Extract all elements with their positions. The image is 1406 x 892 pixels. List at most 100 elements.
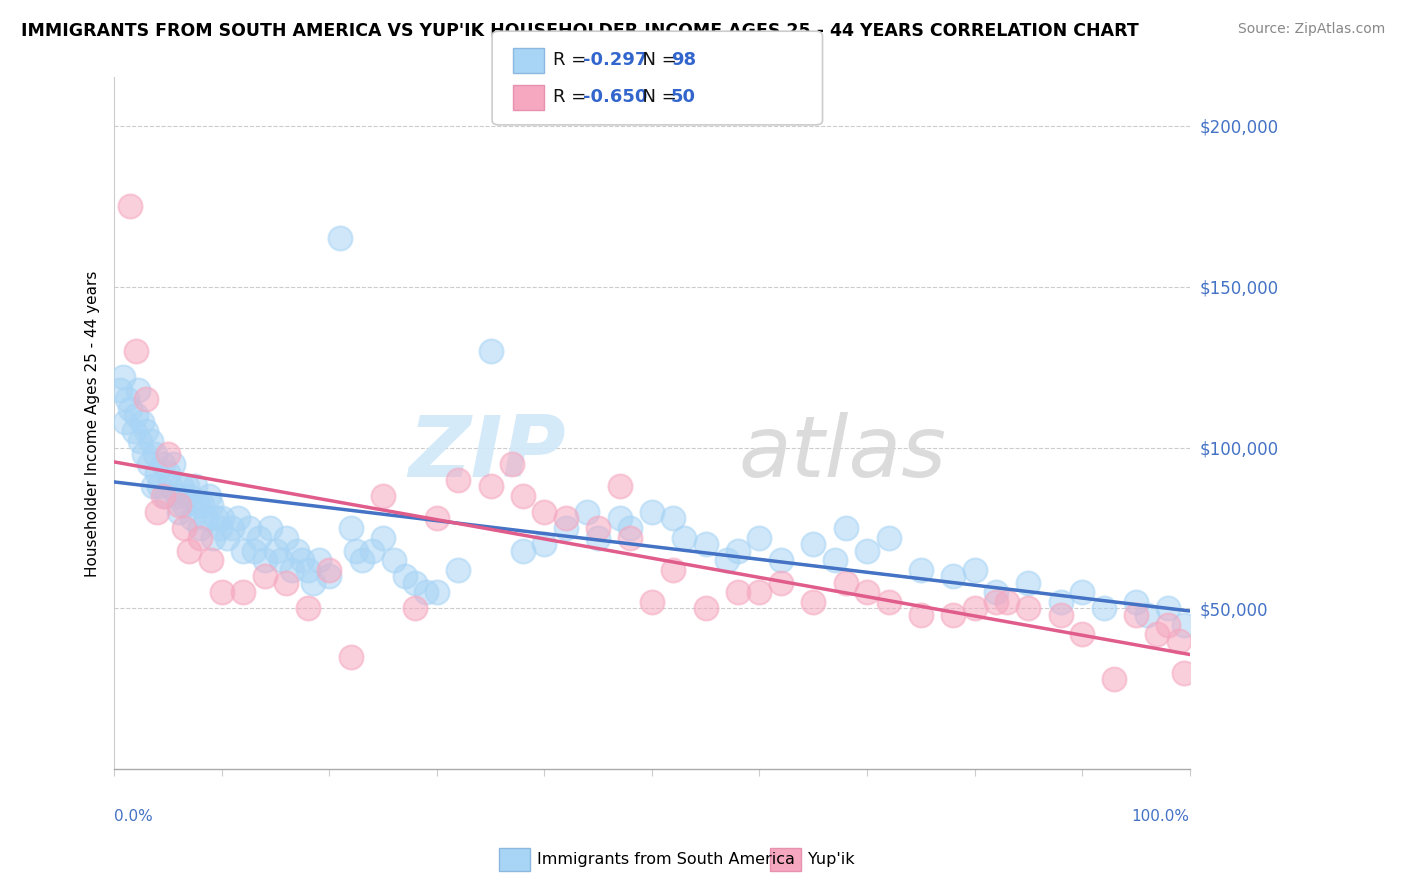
- Point: [232, 585, 254, 599]
- Point: [191, 499, 214, 513]
- Text: Immigrants from South America: Immigrants from South America: [537, 853, 794, 867]
- Point: [748, 531, 770, 545]
- Point: [619, 531, 641, 545]
- Point: [120, 199, 142, 213]
- Point: [426, 585, 449, 599]
- Point: [834, 575, 856, 590]
- Point: [1157, 617, 1180, 632]
- Point: [291, 553, 314, 567]
- Point: [162, 457, 184, 471]
- Point: [221, 521, 243, 535]
- Point: [415, 585, 437, 599]
- Point: [394, 569, 416, 583]
- Point: [138, 457, 160, 471]
- Text: R =: R =: [553, 51, 592, 69]
- Point: [166, 489, 188, 503]
- Point: [512, 543, 534, 558]
- Point: [127, 383, 149, 397]
- Point: [404, 575, 426, 590]
- Point: [188, 531, 211, 545]
- Point: [1017, 601, 1039, 615]
- Point: [554, 511, 576, 525]
- Point: [276, 531, 298, 545]
- Point: [264, 543, 287, 558]
- Point: [253, 569, 276, 583]
- Point: [1049, 595, 1071, 609]
- Point: [143, 447, 166, 461]
- Point: [111, 369, 134, 384]
- Point: [801, 595, 824, 609]
- Point: [576, 505, 599, 519]
- Point: [297, 563, 319, 577]
- Point: [769, 553, 792, 567]
- Point: [554, 521, 576, 535]
- Text: R =: R =: [553, 88, 592, 106]
- Point: [361, 543, 384, 558]
- Point: [156, 467, 179, 481]
- Point: [270, 553, 292, 567]
- Point: [179, 543, 201, 558]
- Point: [318, 569, 340, 583]
- Point: [125, 409, 148, 423]
- Point: [801, 537, 824, 551]
- Point: [208, 521, 231, 535]
- Point: [134, 447, 156, 461]
- Point: [984, 595, 1007, 609]
- Point: [202, 531, 225, 545]
- Text: -0.297: -0.297: [583, 51, 648, 69]
- Point: [1092, 601, 1115, 615]
- Text: 100.0%: 100.0%: [1132, 809, 1189, 824]
- Point: [963, 563, 986, 577]
- Point: [371, 531, 394, 545]
- Point: [247, 531, 270, 545]
- Point: [662, 511, 685, 525]
- Point: [114, 415, 136, 429]
- Point: [176, 479, 198, 493]
- Point: [609, 479, 631, 493]
- Point: [533, 505, 555, 519]
- Point: [641, 505, 664, 519]
- Point: [211, 585, 233, 599]
- Point: [318, 563, 340, 577]
- Point: [259, 521, 281, 535]
- Point: [308, 553, 330, 567]
- Text: IMMIGRANTS FROM SOUTH AMERICA VS YUP'IK HOUSEHOLDER INCOME AGES 25 - 44 YEARS CO: IMMIGRANTS FROM SOUTH AMERICA VS YUP'IK …: [21, 22, 1139, 40]
- Point: [131, 415, 153, 429]
- Text: 98: 98: [671, 51, 696, 69]
- Point: [285, 543, 308, 558]
- Point: [170, 479, 193, 493]
- Point: [426, 511, 449, 525]
- Point: [211, 511, 233, 525]
- Point: [769, 575, 792, 590]
- Point: [329, 231, 352, 245]
- Point: [339, 649, 361, 664]
- Point: [609, 511, 631, 525]
- Point: [586, 531, 609, 545]
- Point: [243, 543, 266, 558]
- Point: [205, 511, 228, 525]
- Point: [877, 595, 900, 609]
- Point: [146, 505, 169, 519]
- Text: 0.0%: 0.0%: [114, 809, 153, 824]
- Point: [695, 537, 717, 551]
- Point: [695, 601, 717, 615]
- Point: [856, 585, 879, 599]
- Point: [963, 601, 986, 615]
- Point: [1017, 575, 1039, 590]
- Point: [910, 563, 932, 577]
- Point: [716, 553, 738, 567]
- Point: [156, 447, 179, 461]
- Point: [148, 479, 170, 493]
- Point: [673, 531, 696, 545]
- Text: atlas: atlas: [738, 412, 946, 495]
- Point: [155, 489, 177, 503]
- Point: [824, 553, 846, 567]
- Point: [180, 511, 202, 525]
- Point: [942, 569, 965, 583]
- Point: [727, 543, 749, 558]
- Text: Yup'ik: Yup'ik: [808, 853, 855, 867]
- Point: [173, 521, 195, 535]
- Point: [479, 343, 502, 358]
- Point: [1157, 601, 1180, 615]
- Point: [159, 479, 181, 493]
